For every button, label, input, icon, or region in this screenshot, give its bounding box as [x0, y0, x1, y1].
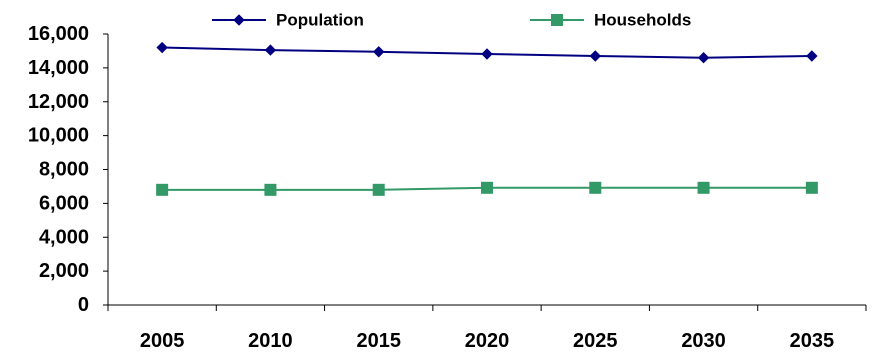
data-point: [156, 41, 168, 54]
x-tick-label: 2020: [465, 330, 510, 352]
legend-marker: [233, 14, 245, 26]
x-tick-label: 2005: [140, 330, 185, 352]
legend-item-households: Households: [530, 11, 691, 30]
data-point: [697, 52, 710, 64]
y-tick-label: 2,000: [39, 260, 89, 282]
legend-label: Population: [276, 11, 364, 30]
data-point: [264, 183, 277, 196]
y-tick-label: 12,000: [28, 91, 89, 113]
legend-item-population: Population: [212, 11, 364, 30]
data-point: [372, 183, 385, 196]
legend-marker: [551, 14, 563, 26]
data-point: [264, 44, 277, 56]
y-tick-label: 8,000: [39, 159, 89, 181]
data-point: [481, 181, 493, 194]
y-axis: 0 2,000 4,000 6,000 8,000 10,000 12,000 14,000 1…: [28, 23, 109, 316]
data-point: [156, 183, 169, 196]
data-point: [697, 181, 710, 194]
y-tick-label: 6,000: [39, 192, 89, 214]
x-tick-label: 2015: [356, 330, 401, 352]
data-point: [589, 50, 601, 62]
x-tick-label: 2030: [681, 330, 726, 352]
data-point: [806, 50, 818, 62]
legend-label: Households: [594, 11, 691, 30]
data-point: [589, 181, 602, 194]
y-tick-label: 10,000: [28, 125, 89, 147]
series-households: [156, 181, 818, 196]
series-population: [156, 41, 818, 64]
data-point: [805, 181, 818, 194]
y-tick-label: 16,000: [28, 23, 89, 45]
legend: Population Households: [212, 11, 691, 30]
y-tick-label: 0: [78, 294, 89, 316]
series-layer: [156, 41, 818, 196]
x-axis: 2005 2010 2015 2020 2025 2030 2035: [107, 304, 867, 352]
data-point: [481, 48, 493, 60]
y-tick-label: 4,000: [39, 226, 89, 248]
x-tick-label: 2035: [790, 330, 835, 352]
x-tick-label: 2025: [573, 330, 618, 352]
x-tick-label: 2010: [248, 330, 293, 352]
y-tick-label: 14,000: [28, 57, 89, 79]
data-point: [373, 46, 385, 58]
